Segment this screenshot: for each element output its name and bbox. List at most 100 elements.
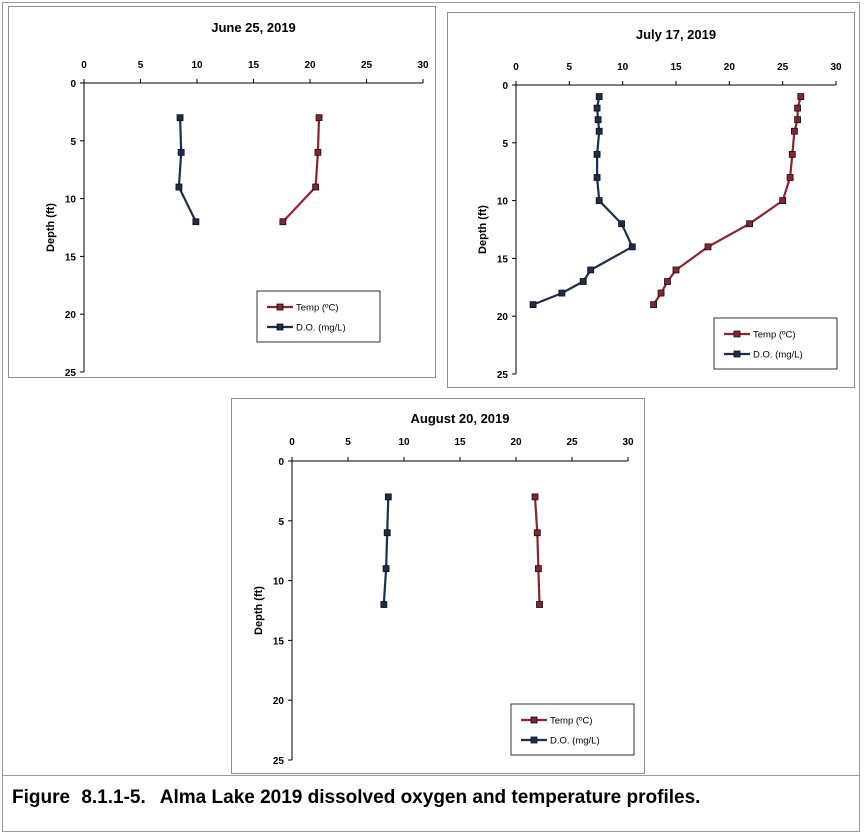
legend-label-temp: Temp (ºC) xyxy=(296,303,339,314)
data-point-temp xyxy=(797,93,805,100)
data-point-temp xyxy=(534,565,542,573)
x-tick-label: 10 xyxy=(398,437,410,448)
data-point-do xyxy=(380,601,388,608)
data-point-do xyxy=(593,174,601,181)
data-point-do xyxy=(382,565,390,573)
data-point-do xyxy=(384,493,392,501)
x-tick-label: 10 xyxy=(191,60,203,71)
data-point-do xyxy=(595,127,603,135)
chart-title: July 17, 2019 xyxy=(636,27,716,42)
data-point-temp xyxy=(664,278,671,285)
y-tick-label: 10 xyxy=(273,577,285,588)
legend-box xyxy=(510,703,635,756)
x-tick-label: 15 xyxy=(248,60,260,71)
data-point-temp xyxy=(533,529,541,537)
data-point-do xyxy=(558,289,566,297)
legend-box xyxy=(713,317,838,370)
data-point-do xyxy=(177,148,185,156)
data-point-do xyxy=(595,197,603,205)
y-tick-label: 0 xyxy=(502,81,508,92)
legend-label-do: D.O. (mg/L) xyxy=(550,736,600,747)
x-tick-label: 0 xyxy=(289,437,295,448)
x-tick-label: 30 xyxy=(830,62,842,73)
y-tick-label: 15 xyxy=(273,636,285,647)
data-point-temp xyxy=(315,114,323,122)
y-tick-label: 0 xyxy=(278,457,284,468)
chart-title: August 20, 2019 xyxy=(411,411,510,426)
legend-marker-do xyxy=(530,736,538,744)
legend-label-temp: Temp (ºC) xyxy=(550,716,593,727)
data-point-do xyxy=(579,278,587,285)
y-axis-label: Depth (ft) xyxy=(45,203,57,252)
data-point-temp xyxy=(312,183,320,191)
legend-label-temp: Temp (ºC) xyxy=(753,330,796,341)
data-point-do xyxy=(192,218,200,226)
legend-box xyxy=(256,290,381,343)
data-point-do xyxy=(176,114,184,122)
y-tick-label: 20 xyxy=(273,696,285,707)
caption-divider xyxy=(2,775,860,776)
legend-marker-temp xyxy=(276,303,284,311)
data-point-temp xyxy=(788,150,796,158)
series-line-do xyxy=(382,496,390,605)
x-tick-label: 10 xyxy=(617,62,629,73)
y-tick-label: 25 xyxy=(65,368,77,379)
data-point-do xyxy=(175,183,183,191)
x-tick-label: 5 xyxy=(345,437,351,448)
chart-panel-july: July 17, 2019 0 5 10 15 20 25 30 0 5 10 15 20 25 Depth… xyxy=(447,12,855,388)
data-point-temp xyxy=(279,218,287,226)
data-point-do xyxy=(593,150,601,158)
x-tick-label: 15 xyxy=(454,437,466,448)
data-point-temp xyxy=(536,601,543,608)
data-point-temp xyxy=(794,116,802,124)
chart-panel-august: August 20, 2019 0 5 10 15 20 25 30 0 5 10 15 20 25 Dep… xyxy=(231,398,645,774)
series-line-temp xyxy=(282,117,321,223)
data-point-do xyxy=(587,266,595,274)
data-point-temp xyxy=(314,148,322,156)
data-point-do xyxy=(594,116,602,124)
y-tick-label: 25 xyxy=(497,370,509,381)
y-tick-label: 10 xyxy=(497,197,509,208)
legend-marker-temp xyxy=(530,716,538,724)
x-tick-label: 20 xyxy=(304,60,316,71)
legend-label-do: D.O. (mg/L) xyxy=(753,350,803,361)
x-tick-label: 0 xyxy=(81,60,87,71)
chart-svg-june: June 25, 2019 0 5 10 15 20 25 30 0 5 10 15 20 25 Depth… xyxy=(45,20,429,379)
data-point-temp xyxy=(794,104,802,112)
data-point-temp xyxy=(657,289,665,297)
chart-svg-july: July 17, 2019 0 5 10 15 20 25 30 0 5 10 15 20 25 Depth… xyxy=(477,27,842,381)
series-line-temp xyxy=(652,96,802,306)
x-tick-label: 30 xyxy=(417,60,429,71)
data-point-temp xyxy=(786,174,794,181)
data-point-do xyxy=(595,93,603,100)
legend-marker-do xyxy=(276,323,284,331)
legend-marker-temp xyxy=(733,330,741,338)
chart-svg-august: August 20, 2019 0 5 10 15 20 25 30 0 5 10 15 20 25 Dep… xyxy=(253,411,635,767)
caption-text: Alma Lake 2019 dissolved oxygen and temp… xyxy=(159,787,701,808)
x-tick-label: 5 xyxy=(138,60,144,71)
data-point-do xyxy=(618,220,626,228)
y-tick-label: 20 xyxy=(65,310,77,321)
data-point-do xyxy=(383,529,391,537)
data-point-temp xyxy=(672,266,680,274)
data-point-temp xyxy=(650,301,658,309)
x-tick-label: 20 xyxy=(724,62,736,73)
y-tick-label: 0 xyxy=(70,79,76,90)
y-tick-label: 15 xyxy=(497,254,509,265)
data-point-temp xyxy=(531,493,539,501)
data-point-temp xyxy=(779,197,787,205)
x-tick-label: 25 xyxy=(777,62,789,73)
y-tick-label: 15 xyxy=(65,252,77,263)
y-tick-label: 5 xyxy=(70,137,76,148)
chart-title: June 25, 2019 xyxy=(211,20,296,35)
y-tick-label: 20 xyxy=(497,312,509,323)
y-tick-label: 25 xyxy=(273,756,285,767)
series-line-do xyxy=(532,96,634,306)
chart-panel-june: June 25, 2019 0 5 10 15 20 25 30 0 5 10 15 20 25 Depth… xyxy=(8,6,436,379)
data-point-temp xyxy=(704,243,712,251)
legend-marker-do xyxy=(733,350,741,358)
x-tick-label: 0 xyxy=(513,62,519,73)
data-point-do xyxy=(593,104,601,112)
data-point-temp xyxy=(746,220,754,228)
x-tick-label: 5 xyxy=(567,62,573,73)
